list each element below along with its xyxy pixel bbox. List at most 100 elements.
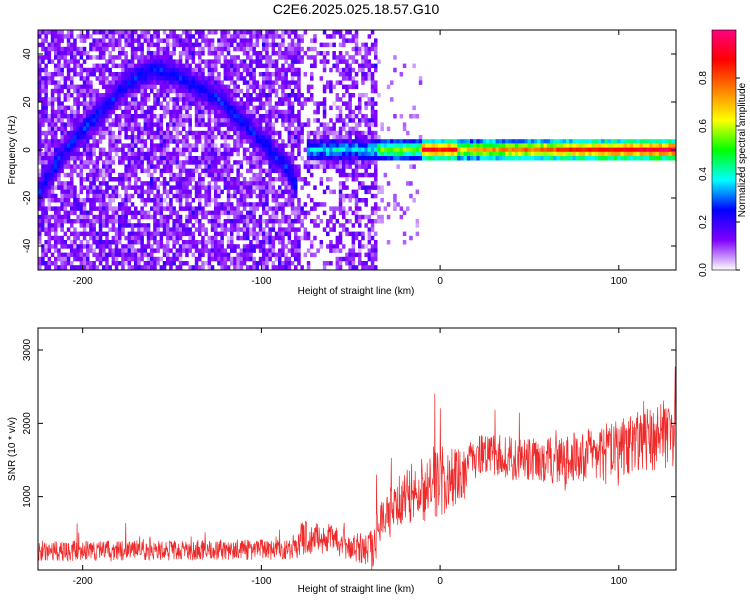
spectrogram-cell xyxy=(290,38,295,43)
spectrogram-cell xyxy=(287,151,292,157)
spectrogram-cell xyxy=(162,248,167,253)
spectrogram-cell xyxy=(223,219,228,224)
spectrogram-cell xyxy=(41,206,45,211)
spectrogram-cell xyxy=(223,122,228,127)
spectrogram-cell xyxy=(134,185,138,190)
spectrogram-cell xyxy=(367,122,372,127)
spectrogram-cell xyxy=(188,30,192,35)
spectrogram-cell xyxy=(601,156,605,161)
spectrogram-cell xyxy=(118,248,122,253)
spectrogram-cell xyxy=(268,185,272,190)
spectrogram-cell xyxy=(137,130,141,136)
spectrogram-cell xyxy=(198,227,202,232)
spectrogram-cell xyxy=(130,63,135,69)
spectrogram-cell xyxy=(262,88,266,94)
spectrogram-cell xyxy=(210,147,215,153)
spectrogram-cell xyxy=(41,46,45,52)
spectrogram-cell xyxy=(348,261,352,266)
spectrogram-cell xyxy=(226,256,231,262)
spectrogram-cell xyxy=(41,80,45,85)
spectrogram-cell xyxy=(76,122,80,127)
spectrogram-cell xyxy=(194,38,199,43)
spectrogram-cell xyxy=(466,156,471,161)
spectrogram-cell xyxy=(550,156,554,161)
spectrogram-cell xyxy=(284,231,288,237)
spectrogram-cell xyxy=(290,172,295,178)
spectrogram-cell xyxy=(274,143,279,148)
spectrogram-cell xyxy=(287,118,292,123)
spectrogram-cell xyxy=(159,156,164,161)
spectrogram-cell xyxy=(140,151,144,157)
spectrogram-cell xyxy=(342,206,346,211)
spectrogram-cell xyxy=(524,139,528,144)
spectrogram-cell xyxy=(233,59,237,64)
spectrogram-cell xyxy=(105,30,109,35)
spectrogram-cell xyxy=(166,42,170,48)
spectrogram-cell xyxy=(60,72,64,77)
spectrogram-cell xyxy=(386,139,391,144)
spectrogram-cell xyxy=(70,109,74,115)
spectrogram-cell xyxy=(223,164,228,169)
spectrogram-cell xyxy=(127,206,132,211)
spectrogram-cell xyxy=(255,84,260,90)
spectrogram-cell xyxy=(230,177,234,182)
spectrogram-cell xyxy=(82,135,87,140)
spectrogram-cell xyxy=(271,261,276,266)
spectrogram-cell xyxy=(172,67,176,73)
spectrogram-cell xyxy=(226,164,231,169)
spectrogram-cell xyxy=(502,147,506,153)
spectrogram-cell xyxy=(546,151,551,157)
spectrogram-cell xyxy=(41,59,45,64)
spectrogram-cell xyxy=(450,147,455,153)
spectrogram-cell xyxy=(479,156,484,161)
spectrogram-cell xyxy=(92,109,96,115)
spectrogram-cell xyxy=(201,109,205,115)
spectrogram-cell xyxy=(134,80,138,85)
spectrogram-cell xyxy=(271,181,276,186)
spectrogram-cell xyxy=(271,189,276,195)
spectrogram-cell xyxy=(284,30,288,35)
spectrogram-cell xyxy=(108,51,112,56)
spectrogram-cell xyxy=(182,72,186,77)
spectrogram-cell xyxy=(268,72,272,77)
spectrogram-cell xyxy=(303,51,308,56)
spectrogram-cell xyxy=(134,164,138,169)
spectrogram-cell xyxy=(124,151,128,157)
spectrogram-cell xyxy=(377,135,381,140)
spectrogram-cell xyxy=(207,193,212,199)
spectrogram-cell xyxy=(268,101,272,106)
spectrogram-cell xyxy=(57,114,61,119)
spectrogram-cell xyxy=(306,181,311,186)
spectrogram-cell xyxy=(233,261,237,266)
spectrogram-cell xyxy=(121,252,125,258)
spectrogram-cell xyxy=(95,156,100,161)
spectrogram-cell xyxy=(38,202,42,207)
spectrogram-cell xyxy=(70,93,74,98)
spectrogram-cell xyxy=(457,143,461,148)
spectrogram-cell xyxy=(140,147,144,153)
spectrogram-cell xyxy=(86,135,90,140)
spectrogram-cell xyxy=(124,72,128,77)
spectrogram-cell xyxy=(274,76,279,81)
spectrogram-cell xyxy=(290,114,295,119)
spectrogram-cell xyxy=(137,84,141,90)
spectrogram-cell xyxy=(38,55,42,60)
spectrogram-cell xyxy=(230,38,234,43)
spectrogram-cell xyxy=(178,248,183,253)
spectrogram-cell xyxy=(242,181,247,186)
spectrogram-cell xyxy=(348,101,352,106)
spectrogram-cell xyxy=(287,101,292,106)
spectrogram-cell xyxy=(300,177,304,182)
spectrogram-cell xyxy=(175,164,180,169)
spectrogram-cell xyxy=(441,151,445,157)
spectrogram-cell xyxy=(230,219,234,224)
spectrogram-cell xyxy=(258,118,263,123)
spectrogram-cell xyxy=(86,84,90,90)
spectrogram-cell xyxy=(527,147,532,153)
spectrogram-cell xyxy=(252,30,256,35)
spectrogram-cell xyxy=(354,34,359,39)
spectrogram-cell xyxy=(236,210,240,216)
spectrogram-cell xyxy=(454,139,458,144)
spectrogram-cell xyxy=(258,214,263,220)
spectrogram-cell xyxy=(281,177,285,182)
